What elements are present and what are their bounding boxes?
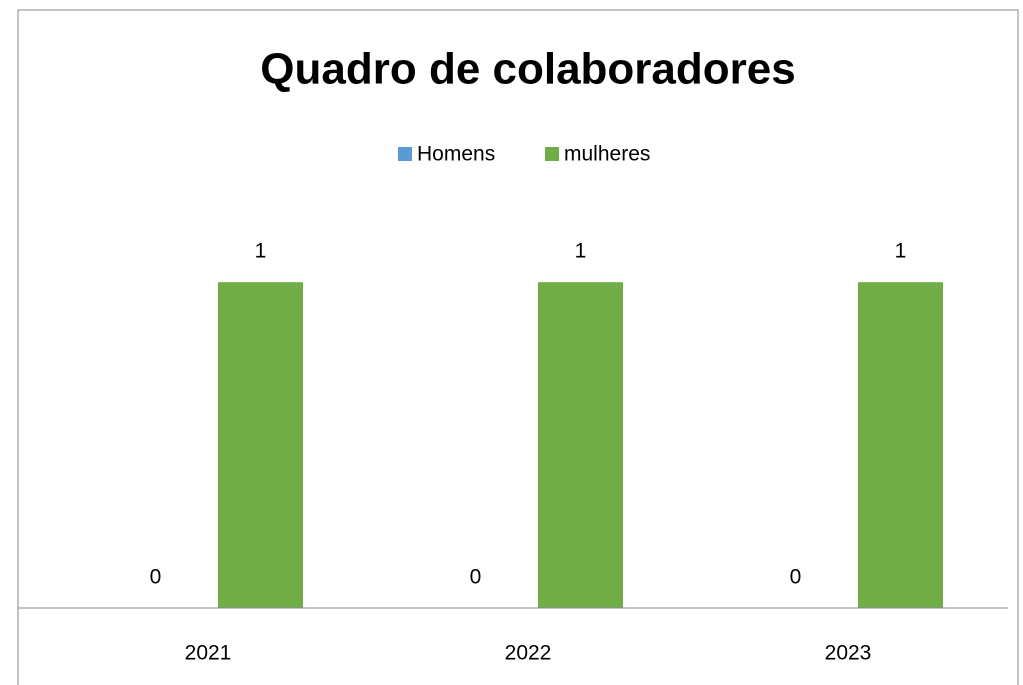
bar xyxy=(858,282,943,608)
data-label: 1 xyxy=(575,240,587,263)
bar xyxy=(218,282,303,608)
x-tick-label: 2021 xyxy=(185,642,232,665)
legend-label: mulheres xyxy=(564,143,650,166)
data-label: 1 xyxy=(255,240,267,263)
bar xyxy=(538,282,623,608)
legend-label: Homens xyxy=(417,143,495,166)
legend-swatch xyxy=(398,147,412,161)
data-label: 0 xyxy=(150,566,162,589)
data-label: 0 xyxy=(470,566,482,589)
data-label: 0 xyxy=(790,566,802,589)
legend-swatch xyxy=(545,147,559,161)
data-label: 1 xyxy=(895,240,907,263)
x-tick-label: 2022 xyxy=(505,642,552,665)
chart-title: Quadro de colaboradores xyxy=(260,45,795,94)
x-tick-label: 2023 xyxy=(825,642,872,665)
chart-border xyxy=(17,9,1019,685)
